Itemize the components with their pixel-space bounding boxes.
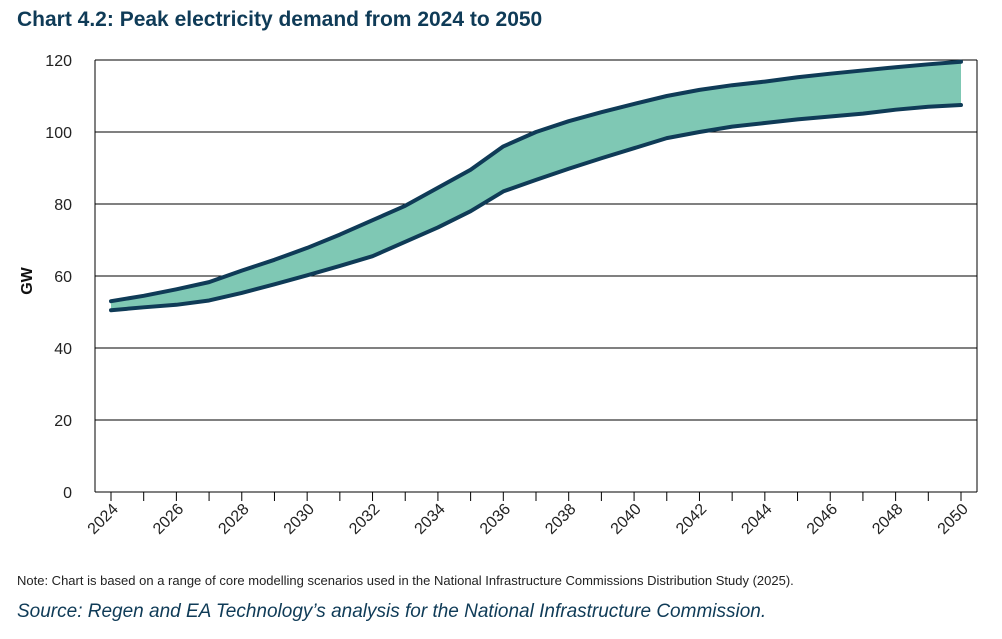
x-tick-label: 2044 xyxy=(738,501,775,538)
y-tick-label: 40 xyxy=(54,341,72,358)
chart-area: 0 20 40 60 80 100 120 GW 2024 2026 2028 2030 2032 203… xyxy=(0,40,1002,570)
line-layer xyxy=(109,59,963,313)
x-tick-label: 2026 xyxy=(150,501,187,538)
y-tick-label: 80 xyxy=(54,197,72,214)
x-tick-label: 2034 xyxy=(412,501,449,538)
x-tick-label: 2042 xyxy=(673,501,710,538)
y-tick-label: 20 xyxy=(54,413,72,430)
y-axis-label: GW xyxy=(19,266,36,294)
x-tick-label: 2028 xyxy=(215,501,252,538)
chart-note: Note: Chart is based on a range of core … xyxy=(17,573,794,588)
x-tick-label: 2030 xyxy=(281,501,318,538)
x-tick-label: 2046 xyxy=(804,501,841,538)
lower-bound-line xyxy=(109,103,963,313)
x-tick-label: 2050 xyxy=(935,501,972,538)
axis-layer xyxy=(94,60,978,501)
y-tick-label: 120 xyxy=(45,53,72,70)
x-tick-label: 2038 xyxy=(542,501,579,538)
x-tick-label: 2048 xyxy=(869,501,906,538)
y-tick-label: 60 xyxy=(54,269,72,286)
x-tick-label: 2024 xyxy=(85,501,122,538)
y-tick-label: 100 xyxy=(45,125,72,142)
upper-bound-line xyxy=(109,59,963,304)
chart-title: Chart 4.2: Peak electricity demand from … xyxy=(17,8,543,31)
chart-source: Source: Regen and EA Technology’s analys… xyxy=(17,601,767,622)
x-tick-label: 2040 xyxy=(608,501,645,538)
y-tick-label: 0 xyxy=(63,485,72,502)
x-tick-label: 2036 xyxy=(477,501,514,538)
x-tick-label: 2032 xyxy=(346,501,383,538)
